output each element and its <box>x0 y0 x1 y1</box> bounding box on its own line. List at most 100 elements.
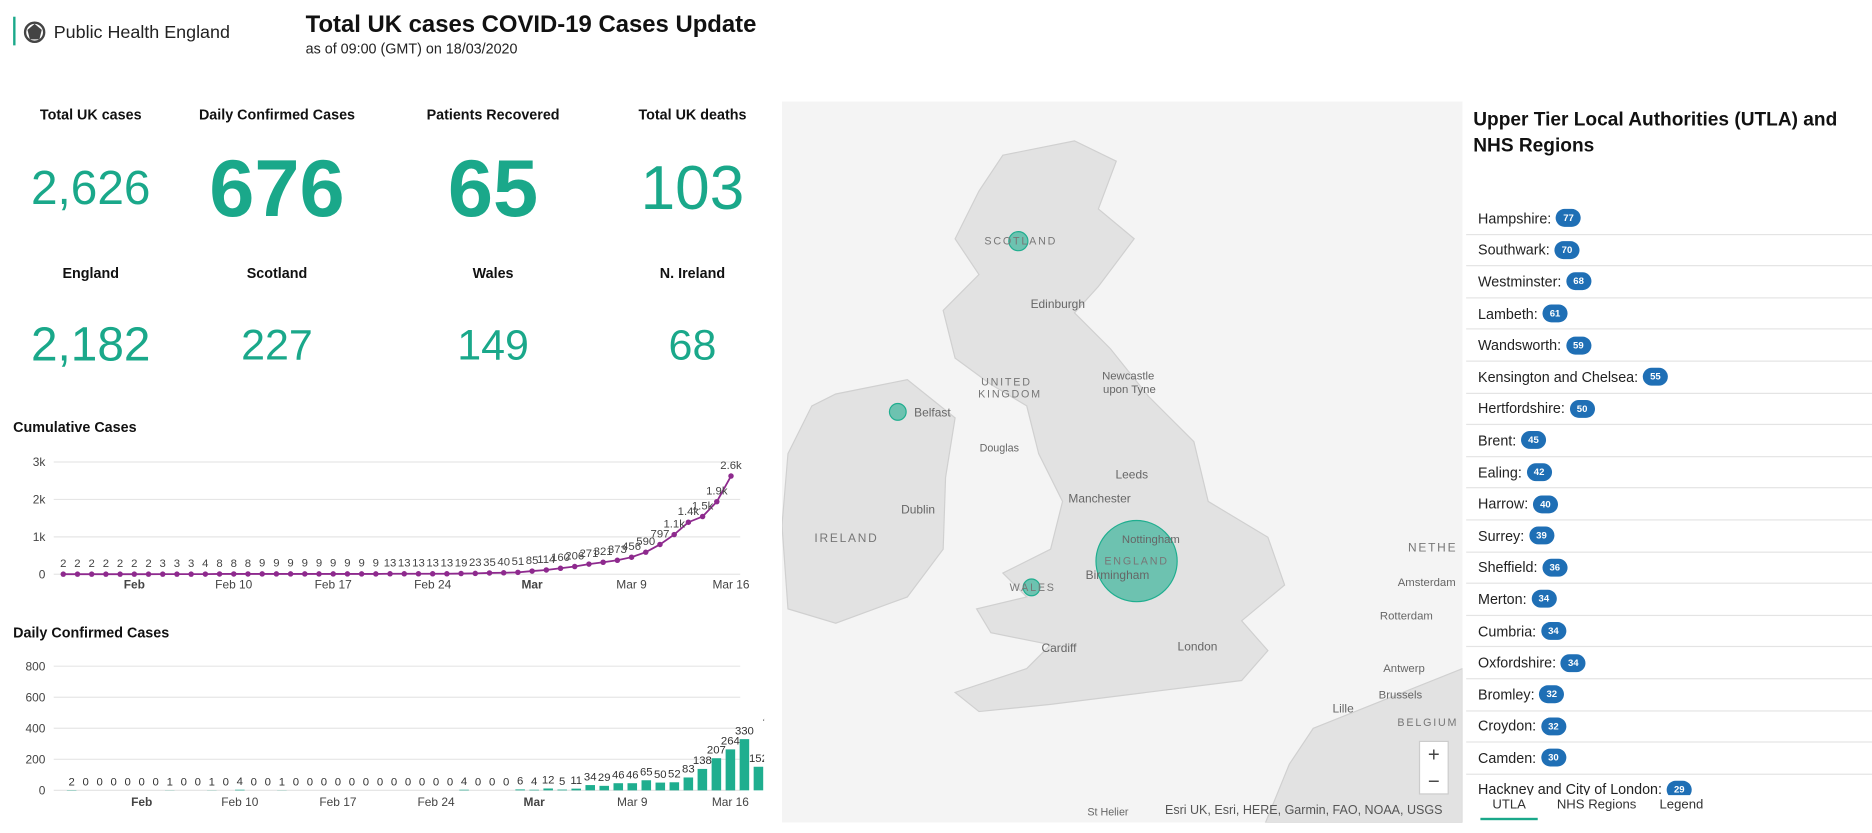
list-row[interactable]: Ealing: 42 <box>1466 457 1872 489</box>
list-row[interactable]: Merton: 34 <box>1466 584 1872 616</box>
data-label: 40 <box>497 557 510 569</box>
bubble[interactable] <box>1022 578 1041 597</box>
data-label: 3 <box>188 558 194 570</box>
bar <box>697 768 708 791</box>
x-tick-label: Feb 17 <box>319 795 356 809</box>
ireland <box>781 379 956 624</box>
list-row[interactable]: Hackney and City of London: 29 <box>1466 774 1872 796</box>
bubble[interactable] <box>888 402 907 421</box>
stat-label: Patients Recovered <box>426 106 560 123</box>
bubble[interactable] <box>1008 231 1029 252</box>
tab[interactable]: NHS Regions <box>1556 797 1637 812</box>
bar <box>753 766 764 791</box>
list-row[interactable]: Camden: 30 <box>1466 743 1872 775</box>
data-label: 1.1k <box>663 518 685 530</box>
data-label: 9 <box>273 558 279 570</box>
data-label: 4 <box>461 776 467 788</box>
list-row[interactable]: Hampshire: 77 <box>1466 203 1872 235</box>
data-label: 321 <box>594 546 613 558</box>
data-label: 13 <box>426 558 439 570</box>
point <box>444 571 450 577</box>
x-tick-label: Feb 24 <box>414 578 451 592</box>
bar <box>613 783 624 791</box>
list-row[interactable]: Wandsworth: 59 <box>1466 330 1872 362</box>
list-row[interactable]: Bromley: 32 <box>1466 679 1872 711</box>
point <box>714 498 720 505</box>
point <box>174 571 180 577</box>
list-row[interactable]: Hertfordshire: 50 <box>1466 393 1872 426</box>
list-row[interactable]: Southwark: 70 <box>1466 235 1872 267</box>
data-label: 2 <box>74 558 80 570</box>
chart-title: Cumulative Cases <box>13 419 137 436</box>
list-row[interactable]: Sheffield: 36 <box>1466 552 1872 584</box>
data-label: 0 <box>419 777 425 789</box>
data-label: 2 <box>60 558 66 570</box>
point <box>557 565 564 572</box>
tab[interactable]: Legend <box>1659 797 1704 812</box>
y-tick-label: 3k <box>33 455 46 469</box>
bubble[interactable] <box>1095 519 1178 603</box>
data-label: 0 <box>405 777 411 789</box>
data-label: 9 <box>344 558 350 570</box>
list-row[interactable]: Oxfordshire: 34 <box>1466 647 1872 680</box>
bar <box>571 788 581 791</box>
data-label: 4 <box>237 776 243 788</box>
point <box>302 571 308 577</box>
point <box>231 571 237 577</box>
item-name: Cumbria: <box>1478 622 1537 640</box>
data-label: 13 <box>384 558 397 570</box>
zoom-out[interactable]: − <box>1428 771 1440 793</box>
list-row[interactable]: Surrey: 39 <box>1466 520 1872 553</box>
point <box>429 571 436 577</box>
x-tick-label: Feb 17 <box>315 578 352 592</box>
data-label: 590 <box>636 536 655 548</box>
y-tick-label: 0 <box>39 567 46 581</box>
data-label: 9 <box>302 558 308 570</box>
stat-label: England <box>62 265 119 282</box>
list-row[interactable]: Cumbria: 34 <box>1466 616 1872 648</box>
count-badge: 39 <box>1528 526 1554 545</box>
point <box>316 571 322 577</box>
continent <box>1264 667 1463 823</box>
point <box>159 571 166 577</box>
data-label: 51 <box>512 556 525 568</box>
point <box>657 541 663 548</box>
y-tick-label: 0 <box>39 784 46 798</box>
point <box>500 570 507 576</box>
tab[interactable]: UTLA <box>1480 798 1538 821</box>
place-label: Lille <box>1333 702 1355 716</box>
place-label: ENGLAND <box>1104 556 1168 568</box>
data-label: 6 <box>517 776 523 788</box>
y-tick-label: 1k <box>33 530 46 544</box>
list-row[interactable]: Brent: 45 <box>1466 425 1872 457</box>
stat-label: N. Ireland <box>659 265 726 282</box>
list-row[interactable]: Westminster: 68 <box>1466 266 1872 299</box>
list-row[interactable]: Lambeth: 61 <box>1466 298 1872 330</box>
stat-label: Total UK cases <box>39 106 142 123</box>
data-label: 13 <box>398 558 411 570</box>
count-badge: 61 <box>1542 304 1568 323</box>
count-badge: 50 <box>1569 399 1595 418</box>
zoom-in[interactable]: + <box>1428 745 1440 767</box>
place-label: Edinburgh <box>1031 297 1085 311</box>
stat-value: 149 <box>457 319 529 369</box>
x-tick-label: Feb <box>131 795 152 809</box>
bar <box>459 789 469 791</box>
data-label: 1.9k <box>706 486 728 498</box>
list-row[interactable]: Croydon: 32 <box>1466 711 1872 743</box>
data-label: 9 <box>330 558 336 570</box>
x-tick-label: Mar <box>524 795 546 809</box>
place-label: Manchester <box>1068 492 1130 506</box>
place-label: Rotterdam <box>1380 611 1433 623</box>
count-badge: 29 <box>1666 780 1692 796</box>
stat-value: 103 <box>640 154 745 224</box>
place-label: SCOTLAND <box>984 236 1057 248</box>
list-row[interactable]: Harrow: 40 <box>1466 489 1872 521</box>
item-name: Merton: <box>1478 590 1527 608</box>
data-label: 1 <box>209 776 215 788</box>
list-row[interactable]: Kensington and Chelsea: 55 <box>1466 362 1872 394</box>
